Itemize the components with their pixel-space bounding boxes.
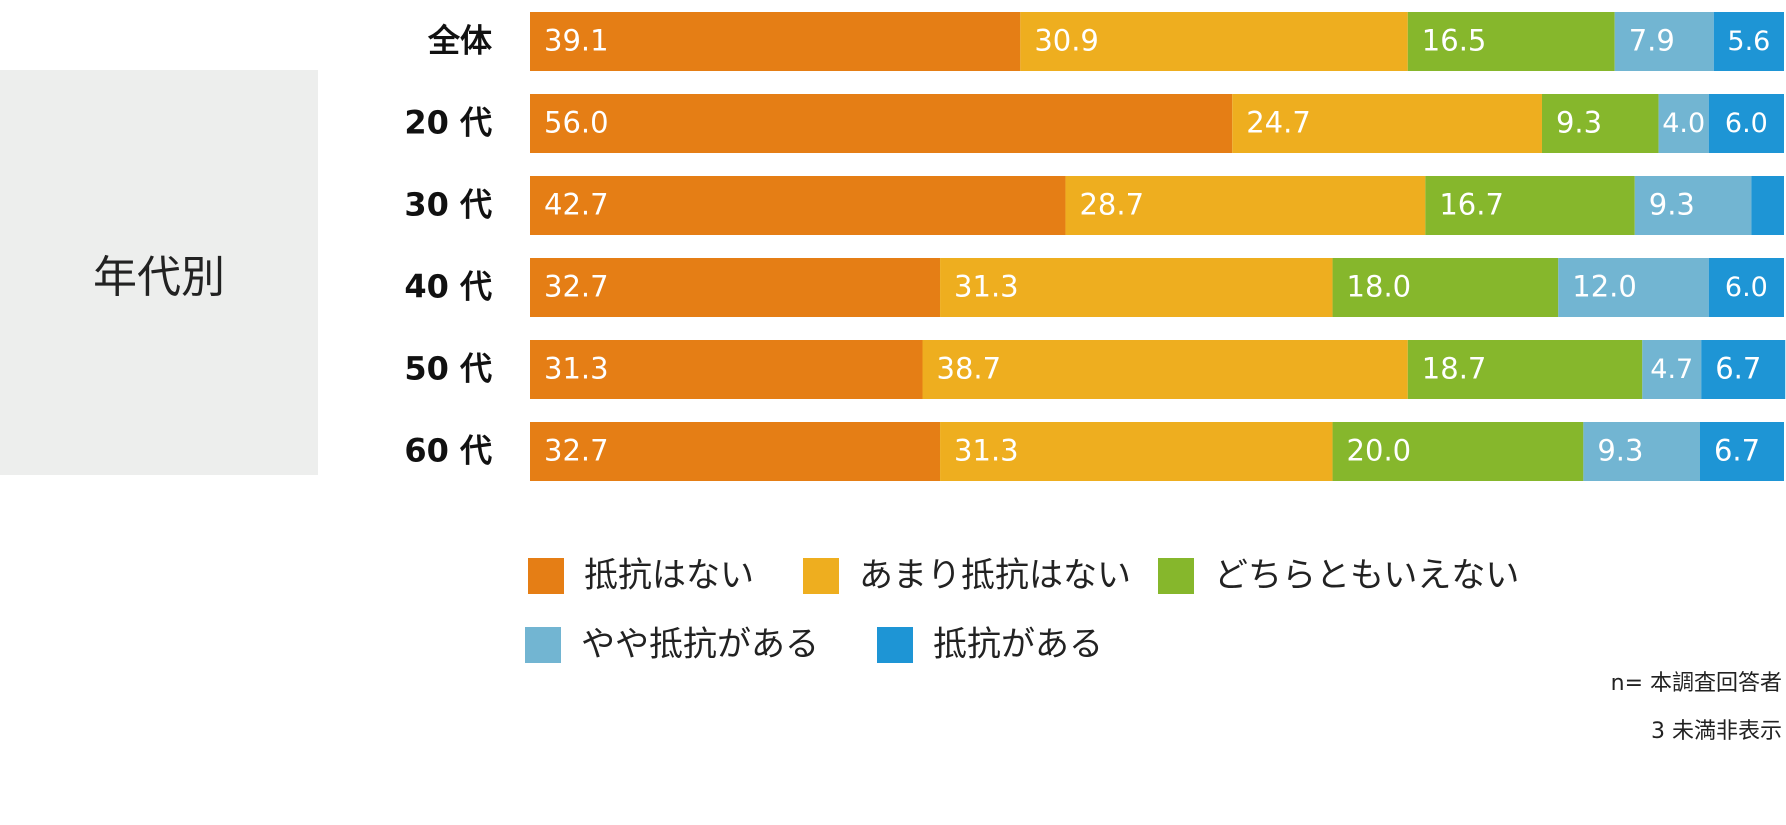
bar-segment xyxy=(530,176,1066,235)
chart-notes: n= 本調査回答者 3 未満非表示 xyxy=(1611,660,1782,756)
legend-label: 抵抗はない xyxy=(584,556,754,596)
legend-swatch xyxy=(525,627,561,663)
bar-segment xyxy=(530,12,1021,71)
legend-swatch xyxy=(803,558,839,594)
bar-segment xyxy=(940,422,1333,481)
data-label: 6.7 xyxy=(1714,434,1760,468)
bar-segment xyxy=(530,340,923,399)
category-label: 20 代 xyxy=(404,104,492,142)
data-label: 20.0 xyxy=(1347,434,1412,468)
side-panel-label: 年代別 xyxy=(93,251,225,303)
bar-segment xyxy=(1708,258,1784,317)
data-label: 16.7 xyxy=(1439,188,1504,222)
data-label: 7.9 xyxy=(1629,24,1675,58)
legend-swatch xyxy=(877,627,913,663)
bar-segment xyxy=(1407,12,1615,71)
bar-segment xyxy=(1713,12,1784,71)
data-label: 32.7 xyxy=(544,434,609,468)
bar-segment xyxy=(1583,422,1700,481)
note-sample: n= 本調査回答者 xyxy=(1610,671,1782,696)
bar-segment xyxy=(1425,176,1635,235)
data-label: 16.5 xyxy=(1422,24,1487,58)
legend-swatch xyxy=(1158,558,1194,594)
bar-segment xyxy=(530,422,941,481)
data-label: 31.3 xyxy=(954,434,1019,468)
bar-segment xyxy=(1332,258,1559,317)
data-label: 28.7 xyxy=(1079,188,1144,222)
note-hidden-threshold: 3 未満非表示 xyxy=(1651,719,1782,744)
data-label: 9.3 xyxy=(1597,434,1643,468)
bar-segment xyxy=(1541,94,1659,153)
bar-segment xyxy=(940,258,1333,317)
bar-segment xyxy=(1332,422,1584,481)
bar-segment xyxy=(1658,94,1709,153)
legend-label: 抵抗がある xyxy=(933,625,1103,665)
data-label: 9.3 xyxy=(1556,106,1602,140)
category-label: 40 代 xyxy=(404,268,492,306)
data-label: 6.0 xyxy=(1725,108,1768,139)
bar-segment xyxy=(1407,340,1643,399)
bar-segment xyxy=(1751,176,1784,235)
data-label: 31.3 xyxy=(954,270,1019,304)
bar-segment xyxy=(530,94,1233,153)
legend-swatch xyxy=(528,558,564,594)
category-label: 30 代 xyxy=(404,186,492,224)
data-label: 38.7 xyxy=(937,352,1002,386)
bar-segment xyxy=(1614,12,1714,71)
legend-label: あまり抵抗はない xyxy=(859,556,1131,596)
bar-segment xyxy=(1642,340,1702,399)
category-label: 50 代 xyxy=(404,350,492,388)
data-label: 18.0 xyxy=(1347,270,1412,304)
data-label: 5.6 xyxy=(1727,26,1770,57)
data-label: 24.7 xyxy=(1246,106,1311,140)
bar-segment xyxy=(1634,176,1752,235)
bar-segment xyxy=(1232,94,1542,153)
data-label: 4.0 xyxy=(1662,108,1705,139)
category-label: 60 代 xyxy=(404,432,492,470)
bar-segment xyxy=(1020,12,1408,71)
data-label: 6.0 xyxy=(1725,272,1768,303)
data-label: 42.7 xyxy=(544,188,609,222)
data-label: 12.0 xyxy=(1572,270,1637,304)
bar-segment xyxy=(1558,258,1709,317)
data-label: 31.3 xyxy=(544,352,609,386)
bar-segment xyxy=(1699,422,1784,481)
data-label: 30.9 xyxy=(1034,24,1099,58)
data-label: 9.3 xyxy=(1649,188,1695,222)
bar-segment xyxy=(1701,340,1786,399)
category-label: 全体 xyxy=(427,22,492,60)
data-label: 39.1 xyxy=(544,24,609,58)
bar-segment xyxy=(1708,94,1784,153)
legend-label: どちらともいえない xyxy=(1214,556,1519,596)
data-label: 6.7 xyxy=(1715,352,1761,386)
data-label: 18.7 xyxy=(1422,352,1487,386)
bar-segment xyxy=(1065,176,1426,235)
data-label: 32.7 xyxy=(544,270,609,304)
data-label: 4.7 xyxy=(1650,354,1693,385)
data-label: 56.0 xyxy=(544,106,609,140)
bar-segment xyxy=(922,340,1408,399)
side-panel: 年代別 xyxy=(0,70,318,475)
bar-segment xyxy=(530,258,941,317)
legend-label: やや抵抗がある xyxy=(581,625,819,665)
